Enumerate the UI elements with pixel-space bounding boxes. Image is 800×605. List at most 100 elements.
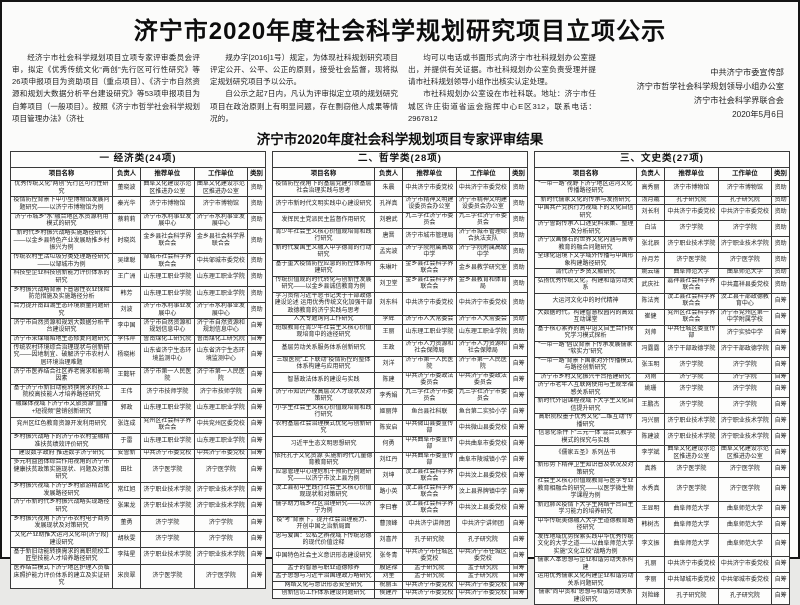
- cell-work-unit: 济宁市自然资源和规划信息中心: [193, 318, 249, 336]
- table-row: 中国共产党执行力视域下的文化自信研究 刘长利 中共济宁市委党校 中共济宁市委党校 资助: [534, 204, 790, 222]
- table-economics: 一 经济类(24项) 项目名称 负责人 推荐单位 工作单位 类别 优秀传统文化“两创”先行区…: [10, 150, 266, 589]
- signature-line-org-2: 济宁市哲学社会科学规划领导小组办公室: [636, 81, 784, 91]
- table-row: 创新信访工作体系建设问题研究 侯建芹 中共济宁市委党校 中共济宁市委党校 自筹: [272, 589, 528, 599]
- cell-work-unit: 济宁职业技术学院: [717, 236, 773, 254]
- cell-project-name: 优秀传统文化“两创”先行区可行性研究: [10, 179, 113, 198]
- cell-work-unit: 山东理工职业学院: [455, 323, 511, 341]
- cell-category: 自筹: [771, 588, 790, 605]
- cell-recommend-unit: 汶上县社会科学界联合会: [402, 483, 457, 501]
- cell-project-name: 基于核心素养的高中语文自主合作探究学习模式探析: [534, 324, 637, 342]
- cell-category: 自筹: [247, 449, 266, 459]
- table-title: 一 经济类(24项): [10, 150, 266, 168]
- cell-leader: 张北辰: [635, 236, 666, 254]
- cell-category: 自筹: [509, 387, 528, 405]
- cell-recommend-unit: 中共济宁市委党校: [402, 291, 457, 317]
- cell-category: 自筹: [509, 371, 528, 389]
- cell-leader: 吴继聪: [111, 252, 142, 271]
- cell-leader: 陈建: [373, 371, 404, 389]
- cell-category: 自筹: [509, 355, 528, 373]
- cell-category: 自筹: [509, 515, 528, 533]
- table-row: 济宁鲁韵传承人口述史料采集、整理及分析研究 白洁 济宁学院 济宁学院 资助: [534, 220, 790, 238]
- cell-recommend-unit: 山东理工职业学院: [140, 285, 195, 304]
- cell-recommend-unit: 兖州区社会科学界联合会: [140, 416, 195, 434]
- cell-project-name: 传统价值观的时代转化与创新性发展研究——以金乡县诚信教育为例: [272, 275, 375, 293]
- cell-leader: 陈安启: [373, 419, 404, 437]
- cell-recommend-unit: 山东理工职业学院: [402, 323, 457, 341]
- cell-leader: 刘奎: [373, 572, 404, 582]
- cell-project-name: “一带一路”视野下济宁地区运河文化传播路径研究: [534, 179, 637, 197]
- cell-project-name: 青少年社会主义核心价值观培育和践行研究: [272, 227, 375, 245]
- cell-recommend-unit: 济宁医学院: [140, 457, 195, 483]
- table-row: “一带一路”背景下国家对外传播模式与路径创新研究 张玉明 济宁学院 济宁学院 自筹: [534, 356, 790, 374]
- table-row: 新时代外语课程视域下大学生文化自信提升研究 王鹏杰 济宁学院 济宁学院 自筹: [534, 397, 790, 415]
- cell-work-unit: 济宁实验中学: [717, 324, 773, 342]
- cell-work-unit: 济宁干部政德学院: [717, 340, 773, 358]
- table-row: 建设数字政府 推进数字济宁研究 安鲁新 中共济宁市委党校 中共济宁市委党校 自筹: [10, 449, 266, 459]
- table-row: 应急管理中心理危机干预防控问题研究——以济宁市汶上县为例 刘坤 汶上县社会科学界联合…: [272, 467, 528, 485]
- table-row: 济宁市采煤塌陷地生态修复问题研究 李伟岸 鲁南煤化工研究院 鲁南煤化工研究院 自筹: [10, 334, 266, 345]
- cell-leader: 刘洋: [373, 355, 404, 373]
- cell-leader: 李丽: [635, 572, 666, 590]
- cell-category: 自筹: [771, 372, 790, 383]
- cell-work-unit: 曲阜文化建设示范区推进办公室: [193, 179, 249, 198]
- table-row: 孟子思想与习近平治国理政方略研究 刘奎 孟子研究院 孟子研究院 自筹: [272, 572, 528, 582]
- cell-leader: 韩树杰: [635, 516, 666, 534]
- cell-leader: 常红旭: [111, 481, 142, 500]
- cell-work-unit: 济宁市第一人民医院: [455, 355, 511, 373]
- cell-category: 资助: [771, 268, 790, 278]
- cell-work-unit: 济宁市人大常委会: [455, 315, 511, 325]
- cell-project-name: 儒家“尚中贵和”思想与和谐劳动关系建设研究: [534, 588, 637, 605]
- cell-recommend-unit: 中共济宁市委党校: [140, 449, 195, 459]
- signature-block: 中共济宁市委宣传部 济宁市哲学社会科学规划领导小组办公室 济宁市社会科学界联合会…: [606, 52, 788, 122]
- table-title: 三、文史类(27项): [534, 150, 790, 168]
- cell-work-unit: 济宁职业技术学院: [193, 547, 249, 565]
- cell-category: 自筹: [771, 413, 790, 431]
- cell-project-name: 清代济宁乡贤文献研究: [534, 268, 637, 278]
- cell-leader: 刘红丹: [373, 451, 404, 469]
- cell-category: 资助: [509, 211, 528, 229]
- cell-project-name: 班级教育在青少年社会主义核心价值观培育中的途径研究: [272, 323, 375, 341]
- cell-recommend-unit: 曲阜文化建设示范区推进办公室: [140, 179, 195, 198]
- table-row: 新冠肺炎疫情下大学生网络平台自主学习能力的培养研究 王显明 曲阜师范大学 曲阜师范大学…: [534, 500, 790, 518]
- cell-recommend-unit: 济宁市城市管理局: [402, 227, 457, 245]
- column-header: 工作单位: [717, 166, 773, 181]
- table-row: 大运河文化中的时代精神 陈法亮 汶上县社会科学界联合会 汶上县干部政德教育中心 自筹: [534, 292, 790, 310]
- cell-category: 自筹: [509, 435, 528, 453]
- cell-project-name: 合力提升南四湖生态环境质量问题研究: [10, 302, 113, 320]
- cell-category: 资助: [771, 276, 790, 294]
- table-row: 基于济宁市新旧动能转换需求的技工院校高技能人才培养路径研究 王伟 济宁市技师学院 济宁…: [10, 383, 266, 402]
- table-row: 疫情防控背景下中小型博物馆发展问题研究——以济宁市博物馆为例 秦光华 济宁市博物馆济…: [10, 196, 266, 214]
- cell-leader: 韩芳: [111, 285, 142, 304]
- table-row: 新时代儒家文化的传承与发扬研究 汤月娥 孔子研究院 孔子研究院 资助: [534, 195, 790, 206]
- cell-leader: 王懿轩: [111, 367, 142, 385]
- cell-category: 资助: [509, 243, 528, 261]
- column-header: 类别: [509, 166, 528, 181]
- cell-project-name: 基于重大疫情防控应急的防控体系构建研究: [272, 259, 375, 277]
- column-header: 项目名称: [534, 166, 637, 181]
- cell-recommend-unit: 中共济宁市委党校: [402, 179, 457, 197]
- table-row: 班级教育在青少年社会主义核心价值观培育中的途径研究 王丽 山东理工职业学院 山东理工职…: [272, 323, 528, 341]
- table-row: 文化产业助推大运河文化带(济宁段)建设研究 胡秋雯 济宁学院 济宁学院 自筹: [10, 531, 266, 549]
- cell-work-unit: 济宁市人力资源和社会保障局: [455, 339, 511, 357]
- cell-recommend-unit: 山东理工职业学院: [140, 269, 195, 287]
- cell-project-name: 济宁市自然资源和规划大数据分析平台建设研究: [10, 318, 113, 336]
- cell-work-unit: 中共邹城市委党校: [717, 572, 773, 590]
- cell-category: 自筹: [509, 580, 528, 591]
- cell-project-name: 高职院校墨子优秀文化“二维互动”传播研究: [534, 413, 637, 431]
- table-row: 中国特色社会主义意识形态建设研究 张冬青 中共济宁市任城区委党校 中共济宁市任城区委党…: [272, 547, 528, 565]
- cell-recommend-unit: 济宁医学院: [664, 252, 719, 270]
- cell-project-name: 孟子的智慧与职业道德修养: [272, 563, 375, 574]
- cell-category: 资助: [771, 195, 790, 206]
- table-row: 弘扬优秀传统文化，构建和谐劳动关系 武庆社 嘉祥县社会科学界联合会 中共嘉祥县委党校资…: [534, 276, 790, 294]
- cell-recommend-unit: 中共任城区委宣传部: [664, 324, 719, 342]
- cell-leader: 陈法亮: [635, 292, 666, 310]
- cell-recommend-unit: 济宁干部政德学院: [664, 340, 719, 358]
- cell-leader: 王政: [373, 339, 404, 357]
- column-header: 推荐单位: [664, 166, 719, 181]
- cell-leader: 刘碧武: [373, 211, 404, 229]
- cell-category: 自筹: [509, 499, 528, 517]
- cell-project-name: 济宁市新时代乡村振兴战略实现路径研究: [10, 498, 113, 516]
- cell-work-unit: 济宁学院: [193, 531, 249, 549]
- cell-project-name: 济宁市医养结合社区养老需求和影响因素: [10, 367, 113, 385]
